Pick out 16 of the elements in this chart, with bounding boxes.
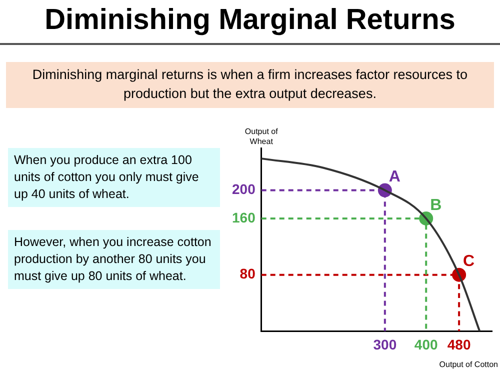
y-tick-label: 80 (240, 266, 256, 282)
y-tick-label: 200 (232, 181, 256, 198)
y-axis-title: Output of Wheat (244, 127, 279, 146)
y-tick-label: 160 (232, 209, 256, 226)
annotation: C (463, 253, 476, 270)
x-tick-label: 480 (447, 336, 471, 352)
x-tick-label: 400 (414, 336, 438, 352)
x-axis-title: Output of Cotton (439, 360, 498, 370)
annotation: A (388, 168, 401, 186)
chart-title: Diminishing Marginal Returns (0, 4, 500, 45)
text: When you produce an extra 100 units of cotton you only must give up 40 units of wheat. (8, 148, 220, 207)
text: However, when you increase cotton production by another 80 units you must give up 80 units of wheat. (8, 230, 220, 289)
line-series (261, 158, 481, 332)
annotation: B (430, 196, 442, 214)
x-tick-label: 300 (373, 336, 397, 352)
chart-subtitle: Diminishing marginal returns is when a firm increases factor resources to production but the extra output decreases. (6, 62, 494, 108)
